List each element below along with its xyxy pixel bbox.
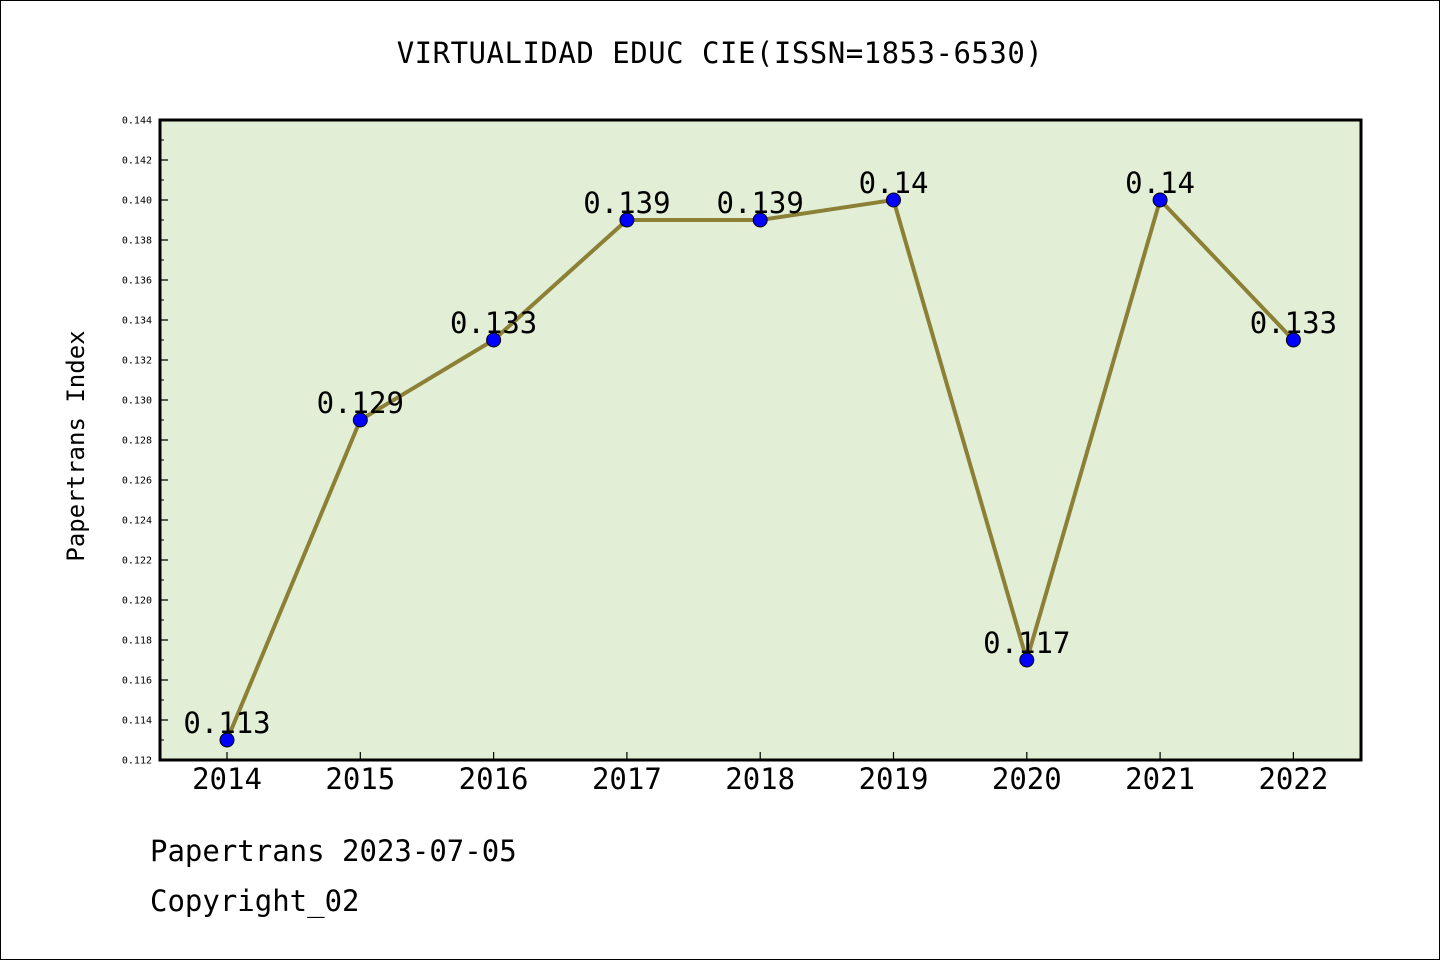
x-tick-label: 2016 (459, 762, 529, 796)
y-tick-label: 0.116 (122, 676, 152, 687)
data-point (486, 332, 502, 348)
y-tick-label: 0.144 (122, 116, 152, 127)
data-point (1285, 332, 1301, 348)
x-tick-label: 2017 (592, 762, 662, 796)
x-tick-label: 2022 (1258, 762, 1328, 796)
data-label: 0.14 (1125, 166, 1195, 200)
y-tick-label: 0.134 (122, 316, 152, 327)
y-tick-label: 0.130 (122, 396, 152, 407)
y-tick-label: 0.136 (122, 276, 152, 287)
y-tick-label: 0.126 (122, 476, 152, 487)
x-tick-label: 2019 (859, 762, 929, 796)
data-label: 0.139 (717, 186, 804, 220)
y-tick-label: 0.128 (122, 436, 152, 447)
x-tick-label: 2020 (992, 762, 1062, 796)
y-tick-label: 0.112 (122, 756, 152, 767)
data-label: 0.117 (983, 626, 1070, 660)
x-tick-label: 2018 (725, 762, 795, 796)
data-label: 0.133 (1250, 306, 1337, 340)
x-tick-label: 2014 (192, 762, 262, 796)
y-axis: 0.112 0.114 0.116 0.118 0.120 0.122 0.124 0.126… (122, 116, 168, 767)
y-tick-label: 0.118 (122, 636, 152, 647)
y-tick-label: 0.140 (122, 196, 152, 207)
data-point (352, 412, 368, 428)
data-point (752, 212, 768, 228)
y-tick-label: 0.132 (122, 356, 152, 367)
x-axis: 2014 2015 2016 2017 2018 2019 2020 2021 2022 (192, 752, 1328, 796)
data-point (1019, 652, 1035, 668)
data-label: 0.129 (317, 386, 404, 420)
y-tick-label: 0.124 (122, 516, 152, 527)
data-label: 0.113 (183, 706, 270, 740)
data-label: 0.133 (450, 306, 537, 340)
data-point (219, 732, 235, 748)
data-point (1152, 192, 1168, 208)
y-tick-label: 0.138 (122, 236, 152, 247)
x-tick-label: 2021 (1125, 762, 1195, 796)
footer-copyright: Copyright_02 (150, 884, 360, 918)
data-label: 0.139 (583, 186, 670, 220)
data-point (886, 192, 901, 208)
y-tick-label: 0.142 (122, 156, 152, 167)
data-label: 0.14 (859, 166, 929, 200)
y-axis-label: Papertrans Index (62, 330, 90, 561)
y-tick-label: 0.120 (122, 596, 152, 607)
y-tick-label: 0.122 (122, 556, 152, 567)
data-point (619, 212, 635, 228)
chart-title: VIRTUALIDAD EDUC CIE(ISSN=1853-6530) (396, 36, 1044, 70)
y-tick-label: 0.114 (122, 716, 152, 727)
footer-date: Papertrans 2023-07-05 (150, 834, 517, 868)
series-group: 0.113 0.129 0.133 0.139 0.139 0.14 0.117 0.14 0.… (183, 166, 1337, 748)
x-tick-label: 2015 (325, 762, 395, 796)
